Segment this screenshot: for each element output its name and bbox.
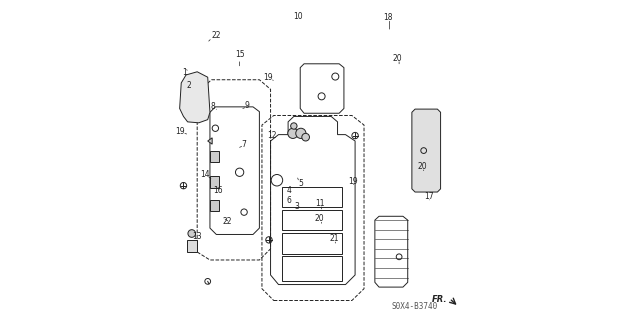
Text: 17: 17 [424, 192, 434, 201]
Text: 5: 5 [298, 179, 303, 188]
Circle shape [188, 230, 196, 237]
Text: 13: 13 [193, 232, 202, 241]
Bar [211, 200, 219, 211]
Circle shape [288, 128, 298, 138]
Text: 19: 19 [264, 73, 273, 82]
Text: 6: 6 [287, 196, 292, 205]
Text: 8: 8 [211, 102, 216, 111]
Polygon shape [412, 109, 440, 192]
Text: 14: 14 [200, 170, 209, 179]
Text: FR.: FR. [432, 295, 447, 304]
Circle shape [302, 133, 310, 141]
Polygon shape [208, 138, 212, 144]
Polygon shape [187, 240, 197, 252]
Text: 20: 20 [314, 214, 324, 223]
Text: 3: 3 [294, 202, 300, 211]
Bar [282, 233, 342, 254]
Bar [211, 176, 219, 188]
Text: 15: 15 [235, 50, 244, 59]
Text: 11: 11 [316, 199, 324, 208]
Text: 20: 20 [392, 54, 402, 63]
Text: 21: 21 [330, 234, 339, 243]
Bar [282, 187, 342, 207]
Polygon shape [180, 72, 210, 123]
Text: 22: 22 [223, 217, 232, 226]
Text: 2: 2 [186, 81, 191, 90]
Text: 4: 4 [287, 186, 292, 195]
Text: 20: 20 [418, 162, 428, 171]
Text: 22: 22 [212, 31, 221, 40]
Text: 16: 16 [213, 186, 223, 195]
Bar [282, 256, 342, 281]
Text: 12: 12 [267, 131, 276, 140]
Text: 7: 7 [241, 140, 246, 149]
Text: 19: 19 [349, 177, 358, 186]
Bar [211, 151, 219, 162]
Text: 18: 18 [383, 13, 392, 22]
Text: S0X4-B3740: S0X4-B3740 [392, 302, 438, 311]
Text: 1: 1 [182, 68, 187, 77]
Text: 19: 19 [175, 127, 184, 136]
Circle shape [291, 123, 297, 129]
Circle shape [296, 128, 306, 138]
Bar [282, 210, 342, 230]
Text: 9: 9 [245, 101, 250, 110]
Text: 10: 10 [294, 12, 303, 21]
